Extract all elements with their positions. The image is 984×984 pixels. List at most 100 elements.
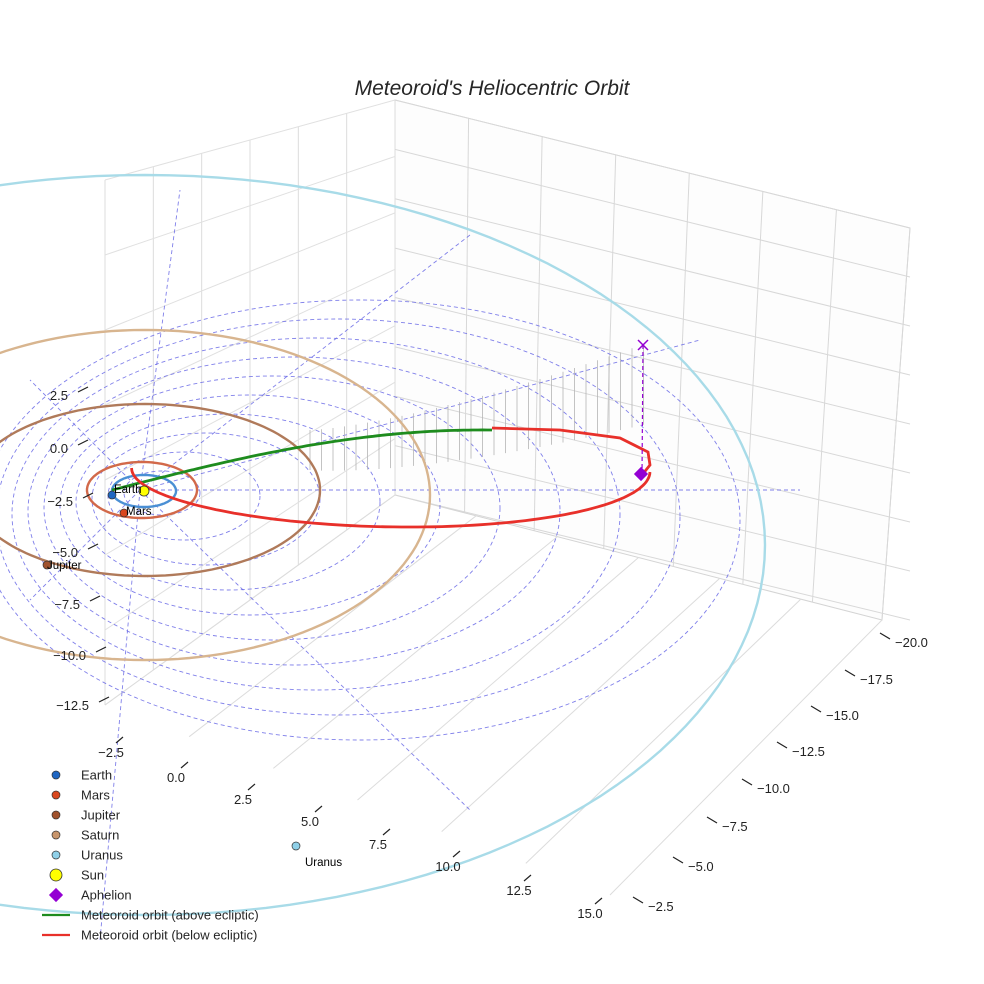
y-tick-mark (879, 632, 891, 640)
polar-ring (123, 470, 201, 516)
legend: Earth Mars Jupiter Saturn Uranus Sun Aphelion M… (42, 768, 259, 943)
polar-ring (27, 356, 561, 666)
grid-line (672, 173, 690, 567)
polar-ring (107, 451, 261, 541)
z-tick-mark (82, 492, 94, 499)
legend-label: Aphelion (81, 888, 132, 903)
legend-marker (51, 850, 61, 860)
aphelion-projection-marker (637, 339, 649, 351)
y-tick-label: −12.5 (792, 744, 825, 759)
z-tick-mark (77, 439, 89, 446)
orbit-uranus (0, 173, 767, 917)
legend-item: Earth (51, 768, 112, 783)
axis-panes (394, 99, 911, 621)
polar-ring (91, 432, 321, 566)
grid-line (188, 515, 477, 738)
grid-line (603, 154, 617, 549)
legend-label: Uranus (81, 848, 123, 863)
z-tick-mark (95, 646, 107, 653)
y-tick-label: −20.0 (895, 635, 928, 650)
x-tick-mark (523, 874, 532, 882)
jupiter-label: Jupiter (47, 560, 82, 572)
legend-item: Jupiter (51, 808, 121, 823)
z-tick-mark (87, 543, 99, 550)
uranus-marker (291, 841, 301, 851)
earth-marker (107, 490, 117, 500)
y-tick-mark (672, 856, 684, 864)
z-tick-mark (89, 595, 101, 602)
grid-line (104, 438, 396, 631)
grid-line (394, 247, 911, 376)
ecliptic-polar-grid (0, 189, 800, 941)
legend-marker (48, 887, 64, 903)
polar-ring (0, 318, 681, 716)
y-tick-label: −10.0 (757, 781, 790, 796)
polar-ring (0, 299, 741, 741)
polar-spoke (139, 339, 701, 491)
aphelion-marker (633, 466, 649, 482)
z-tick-label: 2.5 (50, 388, 68, 403)
y-tick-label: −7.5 (722, 819, 748, 834)
planet-orbits (0, 173, 767, 917)
legend-marker (51, 830, 61, 840)
orbit-jupiter (0, 402, 322, 578)
grid-line (357, 557, 639, 801)
x-tick-label: 2.5 (234, 792, 252, 807)
x-tick-label: −2.5 (98, 745, 124, 760)
grid-line (104, 268, 396, 406)
y-tick-label: −15.0 (826, 708, 859, 723)
orbit-mars (85, 460, 199, 520)
legend-item: Sun (49, 868, 104, 883)
polar-ring (59, 394, 441, 616)
mars-marker (119, 508, 129, 518)
polar-ring (11, 337, 621, 691)
grid-line (104, 494, 396, 706)
aphelion-projection (641, 344, 644, 476)
grid-line (394, 198, 911, 327)
x-tick-mark (594, 897, 603, 905)
grid-line (394, 346, 911, 474)
x-tick-label: 0.0 (167, 770, 185, 785)
grid-line (533, 136, 543, 531)
grid-line (273, 536, 558, 769)
grid-line (394, 445, 911, 572)
legend-marker (51, 810, 61, 820)
grid-line (881, 227, 911, 621)
y-tick-label: −2.5 (648, 899, 674, 914)
z-tick-label: −2.5 (47, 494, 73, 509)
y-tick-mark (741, 778, 753, 786)
z-tick-mark (77, 386, 89, 393)
legend-item: Aphelion (48, 887, 132, 903)
x-tick-label: 5.0 (301, 814, 319, 829)
y-tick-mark (844, 669, 856, 677)
grid-line (811, 209, 837, 603)
aphelion-x-stroke (637, 339, 649, 351)
x-tick-mark (180, 761, 189, 769)
legend-label: Mars (81, 788, 110, 803)
legend-marker (51, 790, 61, 800)
legend-marker (49, 868, 63, 882)
y-tick-mark (632, 896, 644, 904)
y-axis-ticks: −20.0 −17.5 −15.0 −12.5 −10.0 −7.5 −5.0 −2.5 (632, 632, 928, 914)
z-tick-label: 0.0 (50, 441, 68, 456)
back-pane (394, 99, 911, 621)
x-tick-label: 10.0 (435, 859, 460, 874)
legend-label: Saturn (81, 828, 119, 843)
y-tick-label: −5.0 (688, 859, 714, 874)
axis-gridlines (104, 99, 911, 896)
z-tick-label: −7.5 (54, 597, 80, 612)
meteoroid-orbit (111, 344, 652, 529)
grid-line (104, 381, 396, 556)
legend-label: Meteoroid orbit (above ecliptic) (81, 908, 259, 923)
polar-spoke (29, 489, 141, 601)
legend-item: Meteoroid orbit (above ecliptic) (42, 908, 259, 923)
legend-label: Meteoroid orbit (below ecliptic) (81, 928, 257, 943)
grid-line (104, 325, 396, 481)
bodies: Earth Mars Jupiter Uranus (42, 339, 649, 869)
legend-label: Sun (81, 868, 104, 883)
x-tick-label: 12.5 (506, 883, 531, 898)
y-tick-label: −17.5 (860, 672, 893, 687)
x-tick-label: 15.0 (577, 906, 602, 921)
legend-label: Jupiter (81, 808, 121, 823)
